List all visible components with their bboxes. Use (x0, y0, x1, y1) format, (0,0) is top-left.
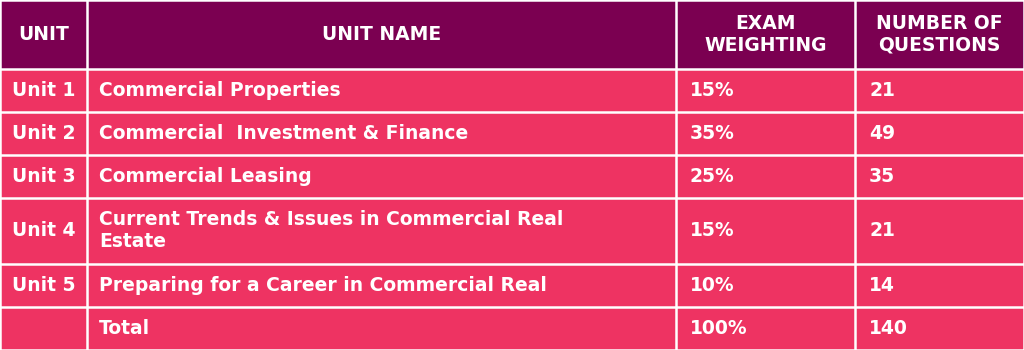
Bar (0, 198, 87, 264)
Text: 10%: 10% (690, 276, 734, 295)
Text: 35%: 35% (690, 124, 734, 143)
Text: Unit 5: Unit 5 (12, 276, 76, 295)
Text: 15%: 15% (690, 222, 734, 240)
Bar (87, 0, 676, 69)
Text: UNIT: UNIT (18, 25, 69, 44)
Bar (676, 69, 855, 112)
Bar (87, 307, 676, 350)
Text: Commercial Properties: Commercial Properties (99, 81, 341, 100)
Text: 21: 21 (869, 81, 895, 100)
Text: Current Trends & Issues in Commercial Real
Estate: Current Trends & Issues in Commercial Re… (99, 210, 563, 251)
Bar (0, 69, 87, 112)
Text: 35: 35 (869, 167, 895, 186)
Text: 100%: 100% (690, 319, 748, 338)
Text: Total: Total (99, 319, 151, 338)
Text: Unit 1: Unit 1 (12, 81, 76, 100)
Text: Unit 3: Unit 3 (12, 167, 76, 186)
Bar (87, 69, 676, 112)
Bar (855, 69, 1024, 112)
Text: Preparing for a Career in Commercial Real: Preparing for a Career in Commercial Rea… (99, 276, 547, 295)
Text: EXAM
WEIGHTING: EXAM WEIGHTING (705, 14, 826, 55)
Text: Commercial  Investment & Finance: Commercial Investment & Finance (99, 124, 468, 143)
Text: 14: 14 (869, 276, 895, 295)
Bar (87, 198, 676, 264)
Bar (0, 264, 87, 307)
Text: NUMBER OF
QUESTIONS: NUMBER OF QUESTIONS (877, 14, 1002, 55)
Text: 15%: 15% (690, 81, 734, 100)
Text: Unit 2: Unit 2 (12, 124, 76, 143)
Bar (676, 155, 855, 198)
Bar (676, 198, 855, 264)
Bar (676, 264, 855, 307)
Bar (87, 112, 676, 155)
Text: UNIT NAME: UNIT NAME (322, 25, 441, 44)
Bar (676, 307, 855, 350)
Bar (0, 0, 87, 69)
Bar (676, 112, 855, 155)
Bar (0, 307, 87, 350)
Text: Commercial Leasing: Commercial Leasing (99, 167, 311, 186)
Text: 25%: 25% (690, 167, 734, 186)
Bar (0, 155, 87, 198)
Bar (855, 307, 1024, 350)
Bar (855, 0, 1024, 69)
Bar (855, 112, 1024, 155)
Text: 49: 49 (869, 124, 895, 143)
Bar (855, 264, 1024, 307)
Bar (0, 112, 87, 155)
Text: 140: 140 (869, 319, 908, 338)
Bar (87, 264, 676, 307)
Bar (855, 155, 1024, 198)
Bar (855, 198, 1024, 264)
Bar (676, 0, 855, 69)
Bar (87, 155, 676, 198)
Text: Unit 4: Unit 4 (12, 222, 76, 240)
Text: 21: 21 (869, 222, 895, 240)
